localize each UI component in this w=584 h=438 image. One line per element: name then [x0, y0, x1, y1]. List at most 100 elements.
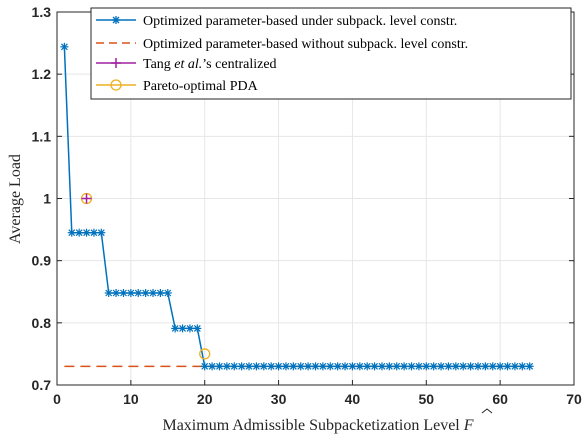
- data-point-asterisk: [89, 228, 98, 237]
- data-point-asterisk: [503, 362, 512, 371]
- data-point-asterisk: [82, 228, 91, 237]
- x-tick-label: 20: [197, 391, 213, 407]
- data-point-asterisk: [422, 362, 431, 371]
- data-point-asterisk: [392, 362, 401, 371]
- legend-label-pareto: Pareto-optimal PDA: [143, 79, 259, 94]
- data-point-asterisk: [126, 288, 135, 297]
- data-point-asterisk: [296, 362, 305, 371]
- data-point-asterisk: [341, 362, 350, 371]
- x-axis-title-symbol: F: [463, 417, 474, 434]
- data-point-asterisk: [274, 362, 283, 371]
- data-point-asterisk: [67, 228, 76, 237]
- data-point-asterisk: [259, 362, 268, 371]
- data-point-asterisk: [377, 362, 386, 371]
- legend-box: [90, 7, 572, 100]
- data-point-asterisk: [400, 362, 409, 371]
- series-layer: [60, 42, 534, 371]
- data-point-asterisk: [245, 362, 254, 371]
- y-tick-label: 0.8: [32, 315, 52, 331]
- x-tick-label: 10: [123, 391, 139, 407]
- legend: Optimized parameter-based under subpack.…: [90, 7, 572, 100]
- legend-marker-asterisk: [112, 16, 120, 24]
- data-point-asterisk: [171, 324, 180, 333]
- data-point-asterisk: [215, 362, 224, 371]
- legend-entry-pareto: Pareto-optimal PDA: [96, 79, 259, 94]
- data-point-asterisk: [222, 362, 231, 371]
- series-tang-et-al-s-centralized: [81, 193, 92, 204]
- legend-label-optimized-without: Optimized parameter-based without subpac…: [143, 37, 468, 52]
- data-point-asterisk: [119, 288, 128, 297]
- legend-entry-optimized-without: Optimized parameter-based without subpac…: [96, 37, 468, 52]
- data-point-asterisk: [156, 288, 165, 297]
- data-point-asterisk: [208, 362, 217, 371]
- data-point-asterisk: [429, 362, 438, 371]
- data-point-asterisk: [318, 362, 327, 371]
- data-point-asterisk: [444, 362, 453, 371]
- x-axis-title: Maximum Admissible Subpacketization Leve…: [162, 417, 473, 434]
- legend-label-tang: Tang et al.’s centralized: [143, 57, 277, 72]
- data-point-asterisk: [141, 288, 150, 297]
- data-point-asterisk: [267, 362, 276, 371]
- x-tick-label: 70: [566, 391, 582, 407]
- y-tick-label: 1: [43, 191, 51, 207]
- data-point-asterisk: [149, 288, 158, 297]
- y-tick-label: 0.7: [32, 377, 52, 393]
- x-axis-title-text: Maximum Admissible Subpacketization Leve…: [162, 417, 460, 434]
- data-point-asterisk: [348, 362, 357, 371]
- data-point-asterisk: [112, 288, 121, 297]
- data-point-asterisk: [525, 362, 534, 371]
- data-point-asterisk: [451, 362, 460, 371]
- x-tick-label: 40: [345, 391, 361, 407]
- data-point-asterisk: [407, 362, 416, 371]
- y-tick-label: 1.1: [32, 128, 52, 144]
- data-point-asterisk: [370, 362, 379, 371]
- data-point-asterisk: [311, 362, 320, 371]
- x-tick-label: 30: [271, 391, 287, 407]
- data-point-asterisk: [104, 288, 113, 297]
- data-point-asterisk: [496, 362, 505, 371]
- legend-label-optimized-under: Optimized parameter-based under subpack.…: [143, 14, 457, 29]
- y-tick-label: 1.3: [32, 4, 52, 20]
- data-point-asterisk: [437, 362, 446, 371]
- data-point-asterisk: [178, 324, 187, 333]
- data-point-asterisk: [185, 324, 194, 333]
- data-point-asterisk: [134, 288, 143, 297]
- y-axis-title: Average Load: [7, 154, 24, 244]
- data-point-plus: [81, 193, 92, 204]
- data-point-asterisk: [97, 228, 106, 237]
- y-tick-label: 0.9: [32, 253, 52, 269]
- data-point-asterisk: [289, 362, 298, 371]
- legend-marker-circle: [110, 79, 122, 91]
- x-tick-label: 0: [53, 391, 61, 407]
- x-tick-label: 60: [492, 391, 508, 407]
- legend-marker-plus: [111, 58, 121, 68]
- x-axis-title-hat: [481, 408, 493, 414]
- data-point-asterisk: [414, 362, 423, 371]
- y-tick-label: 1.2: [32, 66, 52, 82]
- data-point-asterisk: [60, 42, 69, 51]
- data-point-asterisk: [518, 362, 527, 371]
- series-optimized-parameter-based-under-subpack-level-constr: [60, 42, 534, 371]
- data-point-asterisk: [163, 288, 172, 297]
- data-point-asterisk: [237, 362, 246, 371]
- data-point-circle: [199, 348, 211, 360]
- data-point-asterisk: [333, 362, 342, 371]
- legend-label-tang-part-1: Tang: [143, 57, 174, 72]
- legend-entry-optimized-under: Optimized parameter-based under subpack.…: [96, 14, 457, 29]
- legend-label-tang-part-3: ’s centralized: [202, 57, 276, 72]
- data-point-asterisk: [355, 362, 364, 371]
- data-point-asterisk: [252, 362, 261, 371]
- data-point-asterisk: [385, 362, 394, 371]
- data-point-asterisk: [473, 362, 482, 371]
- legend-entry-tang: Tang et al.’s centralized: [96, 57, 277, 72]
- data-point-asterisk: [193, 324, 202, 333]
- data-point-asterisk: [75, 228, 84, 237]
- data-point-asterisk: [481, 362, 490, 371]
- data-point-asterisk: [281, 362, 290, 371]
- ticks: 0 10 20 30 40 50 60 70 0.7 0.8 0.9 1 1.1 1.2 1.3: [32, 4, 582, 407]
- data-point-asterisk: [200, 362, 209, 371]
- data-point-asterisk: [459, 362, 468, 371]
- legend-label-tang-part-2: et al.: [174, 57, 202, 72]
- data-point-asterisk: [488, 362, 497, 371]
